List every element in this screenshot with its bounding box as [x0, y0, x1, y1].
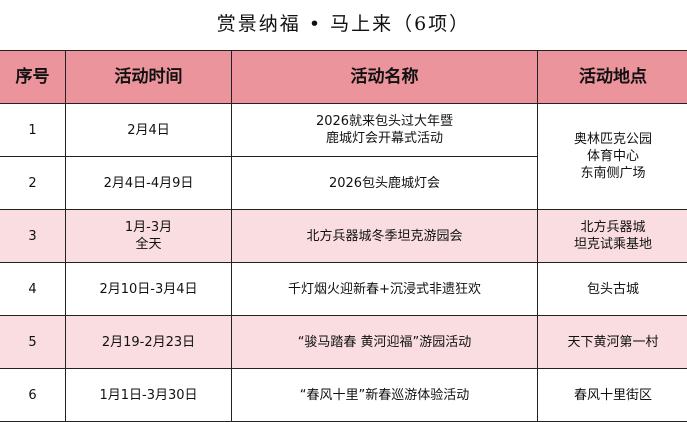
header-time: 活动时间 — [66, 51, 232, 104]
row-time: 2月19-2月23日 — [66, 316, 232, 369]
table-row: 4 2月10日-3月4日 千灯烟火迎新春+沉浸式非遗狂欢 包头古城 — [0, 263, 687, 316]
row-number: 6 — [0, 369, 66, 422]
row-name: “骏马踏春 黄河迎福”游园活动 — [232, 316, 538, 369]
row-time: 1月-3月全天 — [66, 210, 232, 263]
time-line: 2月19-2月23日 — [66, 334, 231, 351]
row-name: “春风十里”新春巡游体验活动 — [232, 369, 538, 422]
header-number: 序号 — [0, 51, 66, 104]
name-line: 2026就来包头过大年暨 — [232, 113, 537, 130]
table-row: 3 1月-3月全天 北方兵器城冬季坦克游园会 北方兵器城坦克试乘基地 — [0, 210, 687, 263]
location-line: 东南侧广场 — [538, 165, 687, 182]
name-line: “春风十里”新春巡游体验活动 — [232, 387, 537, 404]
row-number: 3 — [0, 210, 66, 263]
name-line: 千灯烟火迎新春+沉浸式非遗狂欢 — [232, 281, 537, 298]
row-number: 4 — [0, 263, 66, 316]
header-location: 活动地点 — [538, 51, 687, 104]
row-name: 2026包头鹿城灯会 — [232, 157, 538, 210]
location-line: 天下黄河第一村 — [538, 334, 687, 351]
name-line: 北方兵器城冬季坦克游园会 — [232, 228, 537, 245]
time-line: 2月4日 — [66, 122, 231, 139]
row-location: 春风十里街区 — [538, 369, 687, 422]
table-row: 5 2月19-2月23日 “骏马踏春 黄河迎福”游园活动 天下黄河第一村 — [0, 316, 687, 369]
row-location: 天下黄河第一村 — [538, 316, 687, 369]
name-line: “骏马踏春 黄河迎福”游园活动 — [232, 334, 537, 351]
header-row: 序号 活动时间 活动名称 活动地点 — [0, 51, 687, 104]
header-name: 活动名称 — [232, 51, 538, 104]
row-time: 2月4日-4月9日 — [66, 157, 232, 210]
row-name: 千灯烟火迎新春+沉浸式非遗狂欢 — [232, 263, 538, 316]
location-line: 北方兵器城 — [538, 219, 687, 236]
name-line: 2026包头鹿城灯会 — [232, 175, 537, 192]
row-location: 奥林匹克公园体育中心东南侧广场 — [538, 104, 687, 210]
table-row: 6 1月1日-3月30日 “春风十里”新春巡游体验活动 春风十里街区 — [0, 369, 687, 422]
time-line: 2月4日-4月9日 — [66, 175, 231, 192]
row-time: 1月1日-3月30日 — [66, 369, 232, 422]
row-time: 2月4日 — [66, 104, 232, 157]
time-line: 全天 — [66, 236, 231, 253]
name-line: 鹿城灯会开幕式活动 — [232, 130, 537, 147]
row-name: 北方兵器城冬季坦克游园会 — [232, 210, 538, 263]
table-title: 赏景纳福 • 马上来（6项） — [0, 0, 687, 50]
row-number: 1 — [0, 104, 66, 157]
location-line: 奥林匹克公园 — [538, 131, 687, 148]
row-location: 北方兵器城坦克试乘基地 — [538, 210, 687, 263]
time-line: 1月-3月 — [66, 219, 231, 236]
time-line: 2月10日-3月4日 — [66, 281, 231, 298]
time-line: 1月1日-3月30日 — [66, 387, 231, 404]
location-line: 体育中心 — [538, 148, 687, 165]
row-number: 2 — [0, 157, 66, 210]
table-row: 1 2月4日 2026就来包头过大年暨鹿城灯会开幕式活动 奥林匹克公园体育中心东… — [0, 104, 687, 157]
row-location: 包头古城 — [538, 263, 687, 316]
row-name: 2026就来包头过大年暨鹿城灯会开幕式活动 — [232, 104, 538, 157]
row-time: 2月10日-3月4日 — [66, 263, 232, 316]
row-number: 5 — [0, 316, 66, 369]
location-line: 坦克试乘基地 — [538, 236, 687, 253]
activity-table: 序号 活动时间 活动名称 活动地点 1 2月4日 2026就来包头过大年暨鹿城灯… — [0, 50, 687, 422]
location-line: 春风十里街区 — [538, 387, 687, 404]
location-line: 包头古城 — [538, 281, 687, 298]
